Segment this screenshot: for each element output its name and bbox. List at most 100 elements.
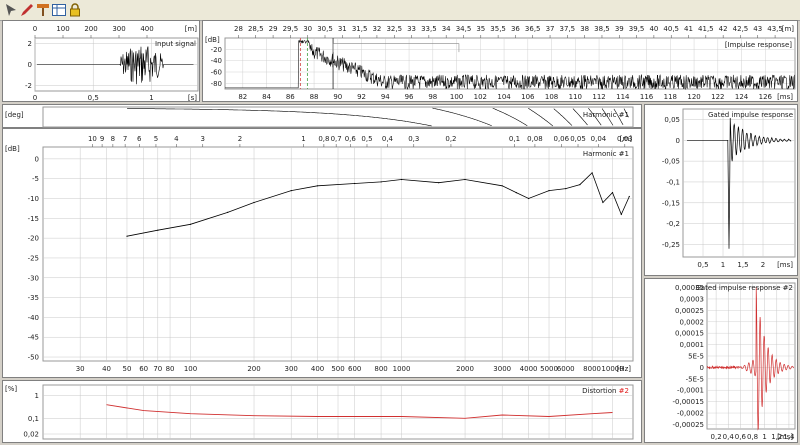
y-tick-label: -0,0001	[677, 387, 704, 395]
x-tick-label: 1	[149, 94, 153, 102]
wavelength-tick-label: 3	[201, 135, 205, 143]
phase-panel: [deg] Harmonic #1	[2, 104, 642, 128]
top-tick-label: 35	[476, 25, 485, 33]
top-tick-label: 41	[684, 25, 693, 33]
x-tick-label: 500	[331, 365, 344, 373]
y-tick-label: 0,00035	[675, 284, 704, 292]
x-tick-label: 4000	[520, 365, 538, 373]
x-tick-label: 0,2	[711, 433, 722, 441]
wavelength-tick-label: 5	[154, 135, 158, 143]
x-tick-label: 0	[33, 94, 37, 102]
x-tick-label: 88	[310, 93, 319, 101]
x-axis-label: [s]	[188, 94, 197, 102]
chart-title: Gated impulse response	[708, 111, 793, 119]
x-tick-label: 104	[497, 93, 511, 101]
y-tick-label: -0,05	[662, 158, 680, 166]
phase-trace	[528, 108, 553, 127]
phase-trace	[492, 107, 528, 126]
probe-icon[interactable]	[35, 2, 51, 18]
y-tick-label: -35	[28, 294, 39, 302]
x-tick-label: 120	[687, 93, 700, 101]
top-tick-label: 36,5	[525, 25, 541, 33]
top-tick-label: 100	[56, 25, 69, 33]
y-tick-label: 0	[676, 137, 680, 145]
wavelength-tick-label: 0,6	[345, 135, 357, 143]
data-point	[528, 197, 530, 200]
data-point	[602, 201, 604, 204]
phase-trace	[623, 108, 629, 118]
y-tick-label: -5E-5	[686, 375, 704, 383]
data-point	[548, 190, 550, 192]
top-tick-label: 31,5	[352, 25, 368, 33]
y-axis-label: [dB]	[205, 36, 220, 44]
data-point	[464, 178, 466, 181]
top-tick-label: 35,5	[490, 25, 506, 33]
phase-trace	[432, 107, 492, 126]
wavelength-tick-label: 0,06	[554, 135, 570, 143]
x-tick-label: 94	[381, 93, 390, 101]
top-tick-label: 40	[649, 25, 658, 33]
y-tick-label: 0,05	[664, 116, 680, 124]
data-point	[227, 211, 229, 213]
x-tick-label: 50	[123, 365, 132, 373]
top-axis-label: [m]	[782, 25, 795, 33]
top-tick-label: 40,5	[663, 25, 679, 33]
marker-pen-icon[interactable]	[19, 2, 35, 18]
y-tick-label: -40	[211, 57, 222, 65]
plot-area	[224, 37, 796, 90]
x-tick-label: 92	[357, 93, 366, 101]
data-point	[253, 201, 255, 204]
x-tick-label: 800	[374, 365, 387, 373]
phase-trace	[613, 108, 624, 126]
chart-title: Harmonic #1	[583, 150, 629, 158]
x-tick-label: 1	[762, 433, 766, 441]
x-axis-label: [ms]	[777, 93, 793, 101]
chart-title: [Impulse response]	[725, 41, 792, 49]
y-tick-label: -0,15	[662, 199, 680, 207]
phase-trace	[601, 108, 614, 126]
lock-icon[interactable]	[67, 2, 83, 18]
y-tick-label: -0,00015	[673, 398, 704, 406]
data-table-icon[interactable]	[51, 2, 67, 18]
y-axis-label: [dB]	[5, 145, 20, 153]
data-point	[501, 185, 503, 187]
y-tick-label: -80	[211, 80, 222, 88]
x-axis-label: [ms]	[777, 433, 793, 441]
top-tick-label: 38	[580, 25, 589, 33]
top-tick-label: 39	[615, 25, 624, 33]
top-tick-label: 37,5	[560, 25, 576, 33]
top-tick-label: 42	[719, 25, 728, 33]
wavelength-tick-label: 0,1	[509, 135, 520, 143]
y-axis-label: [deg]	[5, 111, 24, 119]
x-tick-label: 10000	[601, 365, 623, 373]
y-tick-label: -0,2	[666, 220, 680, 228]
top-tick-label: 36	[511, 25, 520, 33]
distortion-trace	[106, 404, 613, 419]
y-tick-label: -0,00025	[673, 421, 704, 429]
wavelength-tick-label: 2	[238, 135, 242, 143]
top-tick-label: 29	[269, 25, 278, 33]
y-tick-label: -45	[28, 334, 39, 342]
top-tick-label: 300	[112, 25, 125, 33]
wavelength-tick-label: 8	[111, 135, 115, 143]
pointer-arrow-icon[interactable]	[3, 2, 19, 18]
top-tick-label: 32,5	[386, 25, 402, 33]
x-tick-label: 2	[761, 261, 765, 269]
toolbar	[0, 0, 800, 21]
y-tick-label: -2	[25, 82, 32, 90]
y-tick-label: 0,00015	[675, 330, 704, 338]
y-axis-label: [%]	[5, 385, 17, 393]
x-tick-label: 8000	[583, 365, 601, 373]
x-axis-label: [ms]	[777, 261, 793, 269]
y-tick-label: 0,0002	[680, 318, 705, 326]
data-point	[565, 188, 567, 190]
x-tick-label: 1,2	[771, 433, 782, 441]
x-tick-label: 122	[711, 93, 724, 101]
data-point	[316, 185, 319, 187]
distortion-panel: 1 0,1 0,02 [%] Distortion #2	[2, 380, 642, 443]
y-tick-label: -20	[211, 46, 222, 54]
x-tick-label: 6000	[557, 365, 575, 373]
x-tick-label: 60	[139, 365, 148, 373]
x-tick-label: 1	[721, 261, 725, 269]
gated-impulse-trace	[687, 117, 792, 249]
